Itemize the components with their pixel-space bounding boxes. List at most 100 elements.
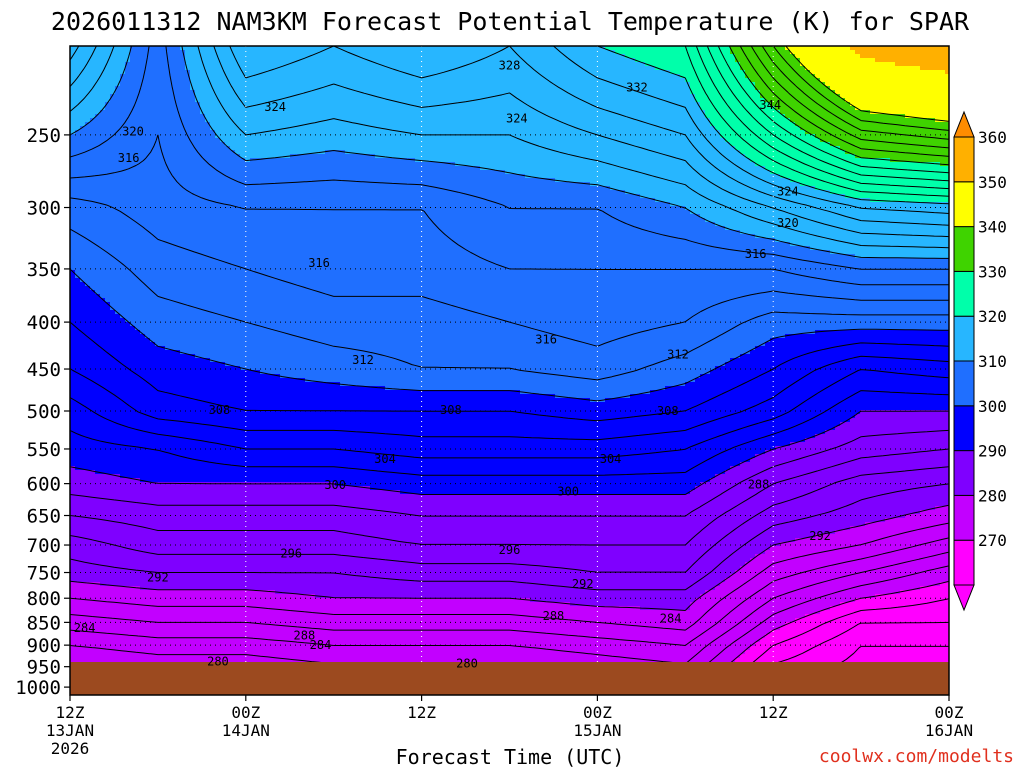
filled-contour-cell bbox=[105, 230, 111, 235]
filled-contour-cell bbox=[110, 250, 116, 255]
filled-contour-cell bbox=[80, 370, 86, 375]
filled-contour-cell bbox=[80, 102, 86, 107]
filled-contour-cell bbox=[95, 70, 101, 75]
filled-contour-cell bbox=[80, 262, 86, 267]
filled-contour-cell bbox=[95, 166, 101, 171]
filled-contour-cell bbox=[110, 402, 116, 407]
filled-contour-cell bbox=[110, 118, 116, 123]
filled-contour-cell bbox=[75, 250, 81, 255]
filled-contour-cell bbox=[115, 350, 121, 355]
filled-contour-cell bbox=[80, 342, 86, 347]
filled-contour-cell bbox=[110, 658, 116, 663]
filled-contour-cell bbox=[115, 58, 121, 63]
filled-contour-cell bbox=[80, 522, 86, 527]
filled-contour-cell bbox=[110, 578, 116, 583]
filled-contour-cell bbox=[115, 434, 121, 439]
filled-contour-cell bbox=[75, 206, 81, 211]
filled-contour-cell bbox=[95, 590, 101, 595]
filled-contour-cell bbox=[90, 218, 96, 223]
filled-contour-cell bbox=[90, 486, 96, 491]
filled-contour-cell bbox=[100, 326, 106, 331]
filled-contour-cell bbox=[80, 202, 86, 207]
filled-contour-cell bbox=[75, 506, 81, 511]
filled-contour-cell bbox=[80, 354, 86, 359]
filled-contour-cell bbox=[85, 258, 91, 263]
filled-contour-cell bbox=[100, 278, 106, 283]
filled-contour-cell bbox=[85, 566, 91, 571]
filled-contour-cell bbox=[110, 66, 116, 71]
filled-contour-cell bbox=[80, 566, 86, 571]
filled-contour-cell bbox=[80, 650, 86, 655]
filled-contour-cell bbox=[115, 486, 121, 491]
filled-contour-cell bbox=[105, 266, 111, 271]
filled-contour-cell bbox=[70, 158, 76, 163]
filled-contour-cell bbox=[95, 430, 101, 435]
filled-contour-cell bbox=[90, 366, 96, 371]
filled-contour-cell bbox=[100, 602, 106, 607]
filled-contour-cell bbox=[110, 122, 116, 127]
filled-contour-cell bbox=[90, 182, 96, 187]
filled-contour-cell bbox=[110, 114, 116, 119]
filled-contour-cell bbox=[90, 530, 96, 535]
filled-contour-cell bbox=[110, 178, 116, 183]
filled-contour-cell bbox=[85, 50, 91, 55]
filled-contour-cell bbox=[105, 366, 111, 371]
filled-contour-cell bbox=[105, 158, 111, 163]
filled-contour-cell bbox=[90, 558, 96, 563]
filled-contour-cell bbox=[95, 394, 101, 399]
filled-contour-cell bbox=[115, 334, 121, 339]
filled-contour-cell bbox=[105, 274, 111, 279]
filled-contour-cell bbox=[85, 530, 91, 535]
filled-contour-cell bbox=[105, 238, 111, 243]
filled-contour-cell bbox=[85, 502, 91, 507]
filled-contour-cell bbox=[110, 638, 116, 643]
filled-contour-cell bbox=[85, 298, 91, 303]
filled-contour-cell bbox=[75, 162, 81, 167]
filled-contour-cell bbox=[100, 358, 106, 363]
filled-contour-cell bbox=[90, 210, 96, 215]
filled-contour-cell bbox=[90, 150, 96, 155]
filled-contour-cell bbox=[75, 186, 81, 191]
filled-contour-cell bbox=[100, 210, 106, 215]
filled-contour-cell bbox=[80, 302, 86, 307]
filled-contour-cell bbox=[75, 98, 81, 103]
filled-contour-cell bbox=[70, 522, 76, 527]
filled-contour-cell bbox=[70, 106, 76, 111]
filled-contour-cell bbox=[80, 574, 86, 579]
filled-contour-cell bbox=[95, 514, 101, 519]
filled-contour-cell bbox=[80, 586, 86, 591]
filled-contour-cell bbox=[70, 446, 76, 451]
filled-contour-cell bbox=[100, 78, 106, 83]
filled-contour-cell bbox=[70, 338, 76, 343]
filled-contour-cell bbox=[115, 418, 121, 423]
filled-contour-cell bbox=[105, 430, 111, 435]
filled-contour-cell bbox=[95, 374, 101, 379]
filled-contour-cell bbox=[105, 342, 111, 347]
filled-contour-cell bbox=[100, 486, 106, 491]
filled-contour-cell bbox=[90, 658, 96, 663]
filled-contour-cell bbox=[90, 506, 96, 511]
filled-contour-cell bbox=[75, 338, 81, 343]
filled-contour-cell bbox=[110, 398, 116, 403]
filled-contour-cell bbox=[70, 402, 76, 407]
filled-contour-cell bbox=[110, 150, 116, 155]
filled-contour-cell bbox=[90, 374, 96, 379]
filled-contour-cell bbox=[80, 638, 86, 643]
filled-contour-cell bbox=[95, 634, 101, 639]
filled-contour-cell bbox=[70, 306, 76, 311]
filled-contour-cell bbox=[100, 334, 106, 339]
filled-contour-cell bbox=[80, 250, 86, 255]
filled-contour-cell bbox=[85, 138, 91, 143]
filled-contour-cell bbox=[80, 386, 86, 391]
filled-contour-cell bbox=[85, 274, 91, 279]
filled-contour-cell bbox=[90, 74, 96, 79]
filled-contour-cell bbox=[115, 222, 121, 227]
filled-contour-cell bbox=[100, 274, 106, 279]
filled-contour-cell bbox=[80, 54, 86, 59]
filled-contour-cell bbox=[80, 306, 86, 311]
filled-contour-cell bbox=[80, 86, 86, 91]
filled-contour-cell bbox=[85, 426, 91, 431]
filled-contour-cell bbox=[95, 478, 101, 483]
filled-contour-cell bbox=[105, 226, 111, 231]
filled-contour-cell bbox=[80, 138, 86, 143]
